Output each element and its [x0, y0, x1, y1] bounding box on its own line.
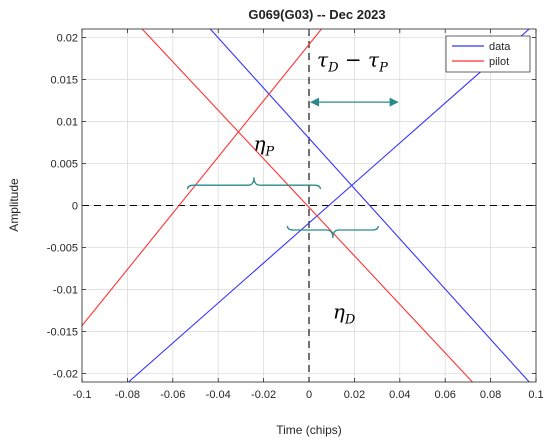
x-tick-label: 0.06 [434, 389, 455, 401]
legend-label-pilot: pilot [489, 56, 509, 68]
chart-title: G069(G03) -- Dec 2023 [248, 7, 385, 22]
x-tick-label: 0.02 [344, 389, 365, 401]
pilot-series-line-2 [141, 29, 473, 382]
y-tick-label: -0.01 [53, 285, 78, 297]
y-tick-label: -0.005 [47, 243, 78, 255]
x-tick-label: -0.02 [251, 389, 276, 401]
tau-label: τD − τP [317, 47, 388, 75]
eta-d-label: ηD [333, 300, 356, 328]
x-tick-label: 0 [306, 389, 312, 401]
data-series-line-2 [209, 29, 530, 382]
legend-label-data: data [489, 41, 511, 53]
eta-d-brace [286, 225, 379, 239]
x-axis-ticks: -0.1 -0.08 -0.06 -0.04 -0.02 0 0.02 0.04 0.06 0.0… [73, 29, 544, 401]
y-tick-label: -0.015 [47, 327, 78, 339]
y-axis-ticks: -0.02 -0.015 -0.01 -0.005 0 0.005 0.01 0.015 0.0… [47, 32, 536, 381]
eta-p-label: ηP [253, 131, 274, 159]
legend: data pilot [445, 35, 531, 73]
x-axis-label: Time (chips) [276, 423, 342, 437]
eta-p-brace [186, 177, 321, 190]
series-lines [82, 29, 530, 382]
x-tick-label: -0.1 [73, 389, 92, 401]
y-tick-label: 0.015 [50, 74, 78, 86]
pilot-series-line-1 [82, 29, 322, 327]
reference-lines [82, 29, 536, 382]
y-tick-label: 0 [72, 201, 78, 213]
x-tick-label: -0.08 [115, 389, 140, 401]
y-tick-label: 0.005 [50, 158, 78, 170]
y-tick-label: -0.02 [53, 369, 78, 381]
x-tick-label: 0.08 [480, 389, 501, 401]
annotations: τD − τP ηP ηD [186, 47, 399, 328]
legend-box [445, 35, 531, 73]
x-tick-label: -0.06 [160, 389, 185, 401]
y-axis-label: Amplitude [7, 178, 21, 232]
x-tick-label: 0.04 [389, 389, 410, 401]
x-tick-label: -0.04 [206, 389, 231, 401]
y-tick-label: 0.01 [57, 116, 78, 128]
x-tick-label: 0.1 [528, 389, 543, 401]
y-tick-label: 0.02 [57, 32, 78, 44]
data-series-line-1 [128, 29, 530, 382]
